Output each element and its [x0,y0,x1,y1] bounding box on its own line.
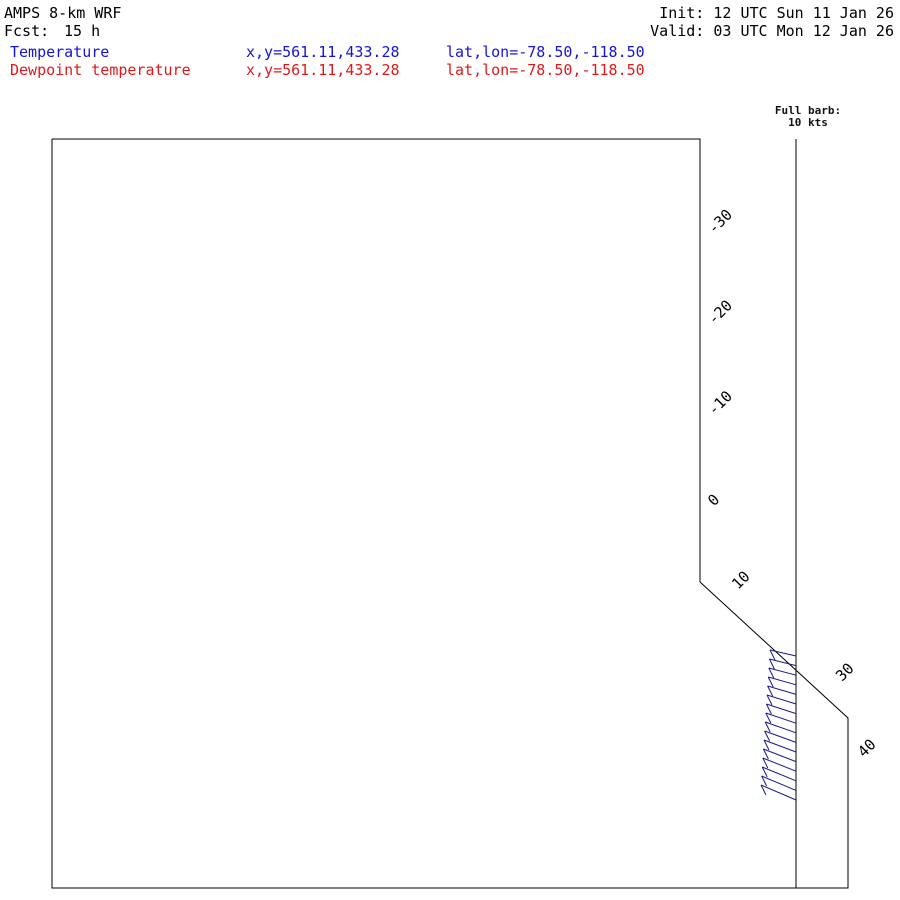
wind-barb-lower-staff [767,676,774,688]
wind-barb-lower-staff [764,730,771,742]
barb-note-line1: Full barb: [775,104,841,117]
wind-barb-lower-staff [762,748,769,760]
wind-barb-lower [766,694,797,705]
wind-barb-lower [765,712,797,724]
wind-barb-lower-staff [761,775,768,787]
wind-barb-lower [761,775,797,791]
legend-temperature-latlon: lat,lon=-78.50,-118.50 [446,43,645,61]
wind-barb-lower-staff [761,766,768,778]
wind-barb-lower-staff [765,712,772,724]
wind-barb-lower [762,757,797,772]
wind-barb-lower [768,667,797,676]
legend-dewpoint-name: Dewpoint temperature [10,61,191,79]
wind-barb-lower [760,784,797,801]
wind-barb-lower [762,766,797,782]
frame-upper [52,138,701,582]
wind-barb-lower-staff [768,667,775,679]
wind-barb-lower-staff [766,694,773,706]
wind-barb-lower-staff [760,784,767,796]
legend-temperature-name: Temperature [10,43,110,61]
forecast-hour: 15 h [64,22,101,40]
frame-lower [51,139,849,889]
legend-dewpoint-latlon: lat,lon=-78.50,-118.50 [446,61,645,79]
diagram-frame [51,138,849,889]
isotherm-label: 10 [728,567,754,593]
wind-barb-lower [765,721,797,734]
wind-barbs [760,649,797,801]
isotherm-label: -10 [704,387,736,419]
wind-barb-lower [763,748,797,763]
wind-barb-lower [764,730,797,743]
isotherm-label: 40 [854,735,880,761]
init-time: Init: 12 UTC Sun 11 Jan 26 [659,4,894,22]
wind-barb-lower [769,649,797,657]
wind-barb-lower-staff [769,649,776,661]
wind-barb-lower [768,676,797,686]
wind-barb-lower [769,658,797,667]
isotherm-label: -30 [704,206,736,238]
forecast-label: Fcst: [4,22,50,40]
wind-barb-lower-staff [767,685,774,697]
wind-barb-lower [767,685,797,695]
wind-barb-lower [766,703,797,715]
wind-barb-lower-staff [762,757,769,769]
isotherm-label: -20 [704,296,736,328]
isotherm-label: 0 [704,491,723,510]
wind-barb-lower-staff [765,703,772,715]
isotherm-label: 30 [832,659,858,685]
legend-dewpoint-xy: x,y=561.11,433.28 [246,61,400,79]
wind-barb-lower-staff [763,739,770,751]
legend-temperature-xy: x,y=561.11,433.28 [246,43,400,61]
wind-barb-lower [763,739,797,753]
valid-time: Valid: 03 UTC Mon 12 Jan 26 [650,22,894,40]
model-title: AMPS 8-km WRF [4,4,122,22]
barb-note-line2: 10 kts [788,116,828,129]
wind-barb-lower-staff [764,721,771,733]
wind-barb-lower-staff [768,658,775,670]
